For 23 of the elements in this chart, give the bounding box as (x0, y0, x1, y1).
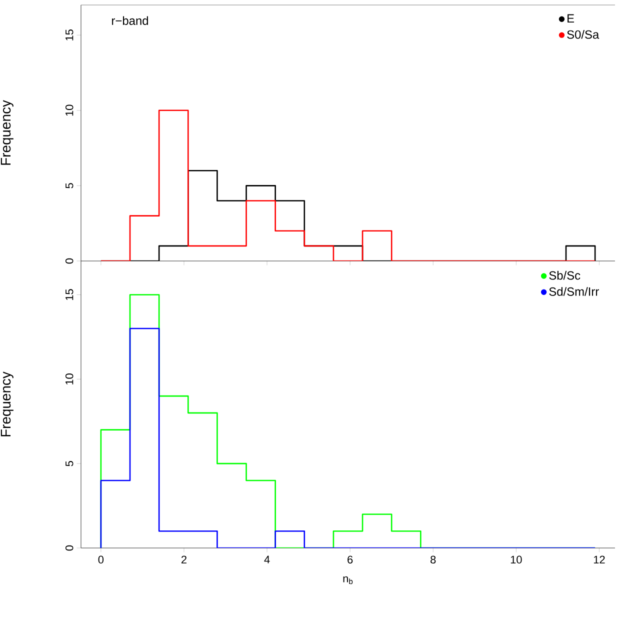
y-tick-label: 0 (65, 258, 74, 264)
y-tick-label: 0 (65, 545, 74, 551)
x-tick-label: 12 (594, 556, 605, 564)
y-tick-label: 5 (66, 183, 74, 188)
x-tick-label: 0 (98, 556, 104, 564)
x-tick-label: 6 (348, 556, 353, 564)
annotation: r−band (112, 16, 148, 25)
y-tick-label: 15 (66, 289, 74, 300)
y-tick-label: 15 (66, 29, 74, 40)
y-tick-label: 5 (66, 461, 74, 466)
x-tick-label: 10 (510, 556, 522, 564)
x-tick-label: 2 (181, 556, 186, 564)
x-tick-label: 8 (430, 556, 436, 564)
legend-label: Sb/Sc (549, 270, 580, 280)
y-tick-label: 10 (65, 104, 74, 116)
y-axis-title: Frequency (0, 100, 14, 165)
x-tick-label: 4 (264, 556, 270, 564)
legend-label: Sd/Sm/Irr (549, 287, 599, 296)
y-tick-label: 10 (65, 374, 74, 384)
x-axis-title: n$_{b}$ (343, 576, 353, 584)
y-axis-title: Frequency (0, 372, 14, 436)
legend-label: E (568, 14, 574, 23)
legend-label: S0/Sa (567, 30, 600, 39)
